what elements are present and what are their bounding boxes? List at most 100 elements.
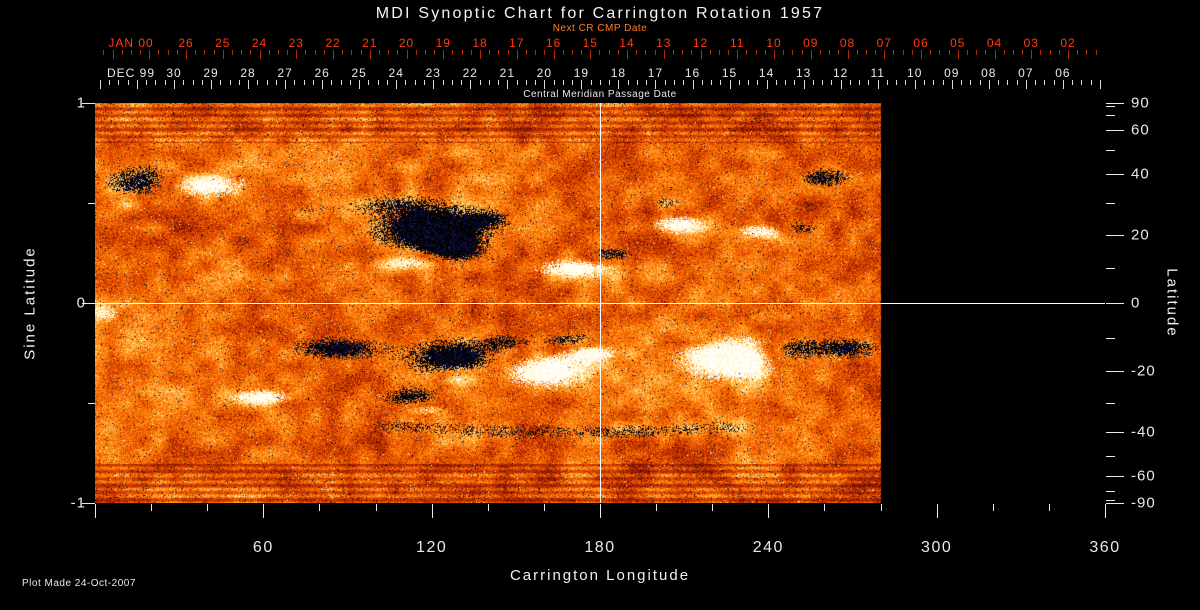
cmp-minor-tick bbox=[164, 80, 166, 85]
cmp-minor-tick bbox=[423, 80, 425, 85]
y-right-tick bbox=[1106, 303, 1124, 304]
y-left-tick-label: 0 bbox=[76, 294, 86, 312]
cmp-major-tick bbox=[136, 80, 138, 89]
dec-day-label: 11 bbox=[870, 66, 885, 80]
cmp-major-tick bbox=[507, 80, 509, 89]
next-cr-minor-tick bbox=[452, 50, 454, 55]
y-right-tick bbox=[1106, 103, 1124, 104]
jan-day-label: 15 bbox=[582, 36, 598, 50]
cmp-major-tick bbox=[433, 80, 435, 89]
y-right-tick bbox=[1106, 234, 1124, 236]
dec-day-label: 07 bbox=[1018, 66, 1034, 80]
x-axis-tick bbox=[319, 504, 321, 511]
plot-made-label: Plot Made 24-Oct-2007 bbox=[22, 578, 136, 589]
next-cr-major-tick bbox=[480, 50, 481, 59]
jan-day-label: 26 bbox=[178, 36, 194, 50]
cmp-minor-tick bbox=[294, 80, 296, 85]
y-right-tick-label: 40 bbox=[1131, 165, 1150, 183]
next-cr-major-tick bbox=[737, 50, 739, 59]
cmp-minor-tick bbox=[192, 80, 194, 85]
dec-day-label: 24 bbox=[388, 66, 404, 80]
y-left-tick bbox=[82, 103, 95, 104]
cmp-minor-tick bbox=[405, 80, 407, 85]
jan-day-label: 12 bbox=[692, 36, 709, 50]
dec-day-label: 18 bbox=[610, 66, 627, 80]
cmp-major-tick bbox=[1025, 80, 1027, 89]
cmp-major-tick bbox=[692, 80, 694, 89]
cmp-minor-tick bbox=[340, 80, 342, 85]
cmp-minor-tick bbox=[109, 80, 111, 85]
y-right-minor-tick bbox=[1106, 403, 1115, 404]
cmp-minor-tick bbox=[377, 80, 379, 85]
next-cr-minor-tick bbox=[875, 50, 877, 55]
next-cr-minor-tick bbox=[158, 50, 160, 55]
next-cr-minor-tick bbox=[397, 50, 399, 55]
dec-day-label: 12 bbox=[832, 66, 849, 80]
jan-day-label: 11 bbox=[730, 36, 745, 50]
cmp-minor-tick bbox=[961, 80, 963, 85]
y-left-axis-title: Sine Latitude bbox=[21, 246, 39, 360]
dec-day-label: 30 bbox=[166, 66, 182, 80]
next-cr-major-tick bbox=[810, 50, 812, 59]
cmp-major-tick bbox=[174, 80, 175, 89]
cmp-minor-tick bbox=[998, 80, 1000, 85]
dec-day-label: 29 bbox=[203, 66, 219, 80]
next-cr-minor-tick bbox=[360, 50, 362, 55]
dec-day-label: 22 bbox=[462, 66, 478, 80]
cmp-minor-tick bbox=[498, 80, 500, 85]
cmp-minor-tick bbox=[683, 80, 685, 85]
next-cr-major-tick bbox=[957, 50, 959, 59]
next-cr-minor-tick bbox=[378, 50, 380, 55]
next-cr-major-tick bbox=[627, 50, 628, 59]
next-cr-minor-tick bbox=[213, 50, 215, 55]
cmp-minor-tick bbox=[386, 80, 388, 85]
next-cr-minor-tick bbox=[746, 50, 748, 55]
cmp-major-tick bbox=[618, 80, 620, 89]
y-right-minor-tick bbox=[1106, 490, 1115, 492]
next-cr-minor-tick bbox=[1012, 50, 1014, 55]
next-cr-minor-tick bbox=[434, 50, 436, 55]
cmp-minor-tick bbox=[868, 80, 870, 85]
cmp-minor-tick bbox=[886, 80, 888, 85]
y-right-minor-tick bbox=[1106, 268, 1115, 270]
next-cr-minor-tick bbox=[231, 50, 233, 55]
cmp-minor-tick bbox=[831, 80, 833, 85]
next-cr-major-tick bbox=[443, 50, 445, 59]
x-axis-tick bbox=[992, 504, 994, 511]
jan-day-label: 14 bbox=[619, 36, 635, 50]
cmp-minor-tick bbox=[312, 80, 314, 85]
cmp-date-axis-title: Central Meridian Passage Date bbox=[523, 89, 677, 100]
cmp-minor-tick bbox=[479, 80, 481, 85]
dec-day-label: 19 bbox=[573, 66, 590, 80]
next-cr-minor-tick bbox=[268, 50, 270, 55]
dec-day-label: 06 bbox=[1055, 66, 1071, 80]
y-right-tick-label: -40 bbox=[1131, 423, 1156, 441]
next-cr-minor-tick bbox=[176, 50, 178, 55]
cmp-minor-tick bbox=[1072, 80, 1074, 85]
y-right-tick bbox=[1106, 503, 1124, 504]
cmp-minor-tick bbox=[970, 80, 972, 85]
x-axis-tick bbox=[207, 504, 209, 511]
cmp-minor-tick bbox=[627, 80, 629, 85]
y-right-minor-tick bbox=[1106, 115, 1115, 117]
dec-day-label: 08 bbox=[981, 66, 997, 80]
cmp-major-tick bbox=[248, 80, 250, 89]
x-axis-tick bbox=[768, 504, 770, 518]
dec-day-label: 14 bbox=[758, 66, 775, 80]
cmp-minor-tick bbox=[923, 80, 925, 85]
cmp-major-tick bbox=[322, 80, 324, 89]
cmp-minor-tick bbox=[275, 80, 277, 85]
cmp-major-tick bbox=[99, 80, 101, 89]
cmp-minor-tick bbox=[201, 80, 203, 85]
next-cr-major-tick bbox=[663, 50, 665, 59]
cmp-minor-tick bbox=[590, 80, 592, 85]
next-cr-minor-tick bbox=[608, 50, 610, 55]
next-cr-major-tick bbox=[369, 50, 371, 59]
cmp-major-tick bbox=[359, 80, 361, 89]
next-cr-major-tick bbox=[516, 50, 518, 59]
cmp-major-tick bbox=[766, 80, 768, 89]
x-axis-tick bbox=[1105, 504, 1106, 518]
cmp-major-tick bbox=[211, 80, 213, 89]
next-cr-minor-tick bbox=[130, 50, 132, 55]
cmp-minor-tick bbox=[553, 80, 555, 85]
